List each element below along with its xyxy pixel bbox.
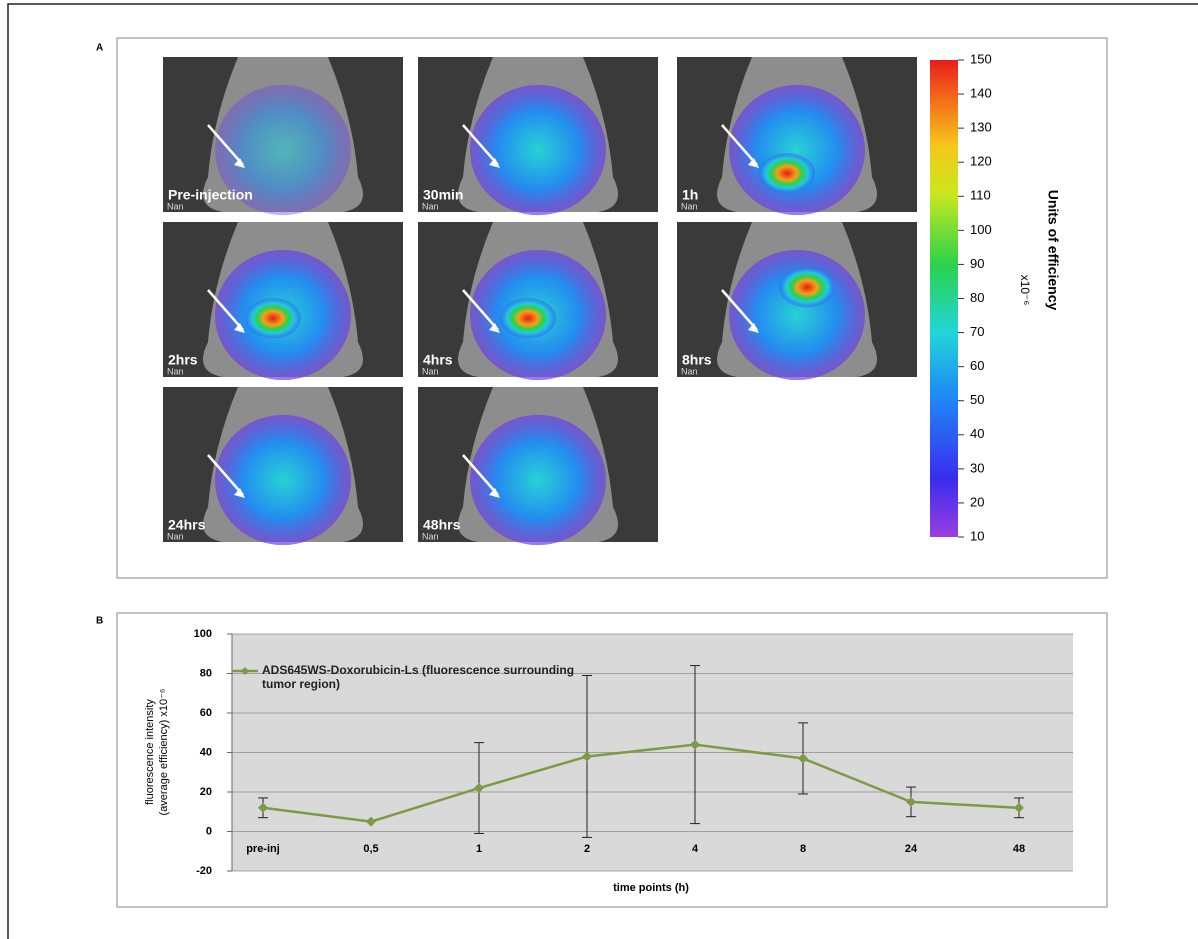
signal-overlay — [470, 85, 606, 215]
x-tick-label: 1 — [476, 843, 482, 855]
y-tick-label: 20 — [200, 786, 212, 798]
colorbar-tick-label: 80 — [970, 290, 984, 305]
image-note: Nan — [167, 531, 184, 541]
signal-hotspot — [779, 267, 835, 307]
signal-hotspot — [759, 153, 815, 193]
signal-hotspot — [500, 298, 556, 338]
y-axis-label: (average efficiency) x10⁻⁶ — [158, 689, 170, 816]
y-tick-label: 60 — [200, 707, 212, 719]
colorbar-tick-label: 40 — [970, 426, 984, 441]
figure-canvas: A B Units of efficiency x10⁻⁶ time point… — [0, 0, 1198, 939]
x-tick-label: 24 — [905, 843, 918, 855]
colorbar — [930, 60, 958, 537]
image-label: 24hrs — [168, 517, 206, 533]
colorbar-tick-label: 30 — [970, 460, 984, 475]
x-tick-label: 48 — [1013, 843, 1025, 855]
image-note: Nan — [422, 531, 439, 541]
x-tick-label: pre-inj — [246, 843, 280, 855]
y-tick-label: 80 — [200, 667, 212, 679]
colorbar-tick-label: 50 — [970, 392, 984, 407]
colorbar-unit: x10⁻⁶ — [1018, 275, 1032, 306]
image-note: Nan — [681, 201, 698, 211]
y-tick-label: 0 — [206, 825, 212, 837]
image-label: 2hrs — [168, 352, 198, 368]
y-tick-label: 40 — [200, 746, 212, 758]
signal-overlay — [470, 415, 606, 545]
image-note: Nan — [422, 201, 439, 211]
y-tick-label: -20 — [196, 865, 212, 877]
colorbar-tick-label: 70 — [970, 324, 984, 339]
x-axis-label: time points (h) — [613, 882, 689, 894]
image-label: 30min — [423, 187, 463, 203]
x-tick-label: 4 — [692, 843, 699, 855]
colorbar-tick-label: 100 — [970, 222, 992, 237]
x-tick-label: 8 — [800, 843, 806, 855]
y-axis-label: fluorescence intensity — [144, 699, 156, 805]
image-note: Nan — [422, 366, 439, 376]
panel-label: B — [96, 616, 103, 627]
colorbar-tick-label: 120 — [970, 154, 992, 169]
image-note: Nan — [167, 366, 184, 376]
colorbar-tick-label: 140 — [970, 86, 992, 101]
image-note: Nan — [167, 201, 184, 211]
colorbar-tick-label: 110 — [970, 188, 991, 203]
image-note: Nan — [681, 366, 698, 376]
x-tick-label: 2 — [584, 843, 590, 855]
legend-label: ADS645WS-Doxorubicin-Ls (fluorescence su… — [262, 663, 607, 691]
colorbar-tick-label: 130 — [970, 120, 992, 135]
signal-hotspot — [245, 298, 301, 338]
image-label: 1h — [682, 187, 698, 203]
y-tick-label: 100 — [194, 628, 212, 640]
panel-label: A — [96, 43, 103, 54]
figure: A B Units of efficiency x10⁻⁶ time point… — [0, 0, 1198, 939]
colorbar-tick-label: 10 — [970, 528, 984, 543]
colorbar-tick-label: 60 — [970, 358, 984, 373]
signal-overlay — [729, 85, 865, 215]
image-label: 48hrs — [423, 517, 461, 533]
image-label: 8hrs — [682, 352, 712, 368]
legend-entry: ADS645WS-Doxorubicin-Ls (fluorescence su… — [262, 663, 607, 695]
colorbar-tick-label: 20 — [970, 494, 984, 509]
colorbar-tick-label: 150 — [970, 51, 992, 66]
image-label: Pre-injection — [168, 187, 253, 203]
x-tick-label: 0,5 — [363, 843, 378, 855]
image-label: 4hrs — [423, 352, 453, 368]
colorbar-title: Units of efficiency — [1045, 190, 1061, 311]
colorbar-tick-label: 90 — [970, 256, 984, 271]
signal-overlay — [215, 415, 351, 545]
